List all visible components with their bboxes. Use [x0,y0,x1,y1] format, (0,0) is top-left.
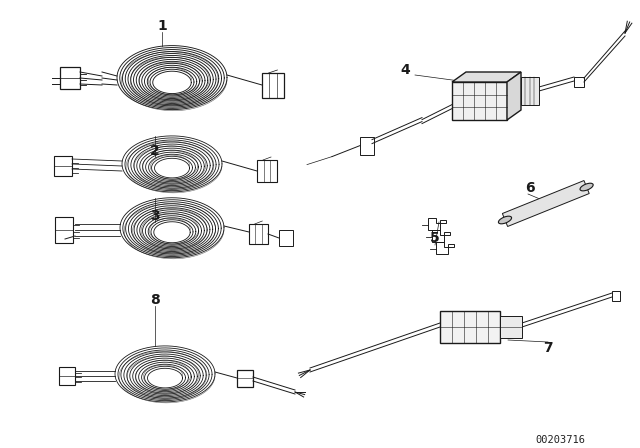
Text: 00203716: 00203716 [535,435,585,445]
Text: 5: 5 [430,231,440,245]
Bar [612,291,620,301]
Bar [249,224,268,244]
Ellipse shape [580,183,593,191]
Text: 7: 7 [543,341,553,355]
Text: 6: 6 [525,181,535,195]
Text: 3: 3 [150,209,160,223]
Text: 1: 1 [157,19,167,33]
Bar [452,82,507,120]
Text: 2: 2 [150,144,160,158]
Polygon shape [452,72,521,82]
Text: 4: 4 [400,63,410,77]
Bar [440,311,500,343]
Bar [55,217,73,243]
Bar [257,160,277,182]
Bar [500,316,522,338]
Bar [237,370,253,387]
Bar [279,230,293,246]
Bar [521,77,539,105]
Polygon shape [502,181,589,227]
Bar [60,67,80,89]
Ellipse shape [499,216,511,224]
Text: 8: 8 [150,293,160,307]
Bar [262,73,284,98]
Bar [360,137,374,155]
Bar [574,77,584,87]
Bar [59,367,75,385]
Bar [54,156,72,176]
Polygon shape [507,72,521,120]
